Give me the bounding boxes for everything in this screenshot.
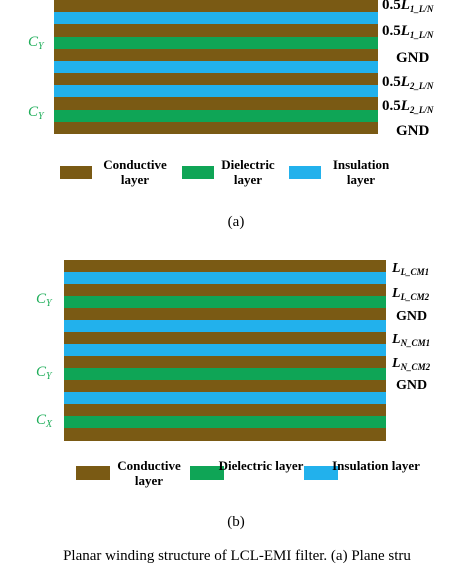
legend-swatch-conductive-b [76, 466, 110, 480]
stack-b-layer-insulation [64, 392, 386, 405]
legend-label-insulation-a: Insulation layer [332, 157, 390, 187]
right-label-a-4: 0.5L2_L/N [382, 74, 434, 91]
right-label-b-4: LN_CM1 [392, 332, 431, 348]
legend-swatch-insulation-b [304, 466, 338, 480]
legend-swatch-insulation-a [289, 166, 321, 179]
stack-a-layer-conductive [54, 121, 378, 135]
stack-a-layer-conductive [54, 24, 378, 38]
right-label-b-5: LN_CM2 [392, 356, 431, 372]
stack-b-layer-insulation [64, 320, 386, 333]
legend-label-conductive-a: Conductive layer [103, 157, 167, 187]
stack-b-layer-insulation [64, 272, 386, 285]
right-label-b-6: GND [396, 378, 428, 393]
layer-stack-b [64, 260, 386, 441]
stack-a-layer-dielectric [54, 109, 378, 123]
legend-label-dielectric-a: Dielectric layer [221, 157, 275, 187]
right-label-a-6: GND [396, 123, 430, 139]
side-label-cy-2-b: CY [36, 364, 52, 382]
stack-b-layer-conductive [64, 332, 386, 345]
caption-a: (a) [227, 214, 245, 230]
figure-caption: Planar winding structure of LCL-EMI filt… [63, 548, 411, 564]
stack-a-layer-dielectric [54, 36, 378, 50]
stack-b-layer-conductive [64, 260, 386, 273]
legend-swatch-dielectric-a [182, 166, 214, 179]
right-label-b-2: LL_CM2 [392, 286, 430, 302]
stack-b-layer-dielectric [64, 296, 386, 309]
stack-b-layer-conductive [64, 428, 386, 441]
stack-a-layer-conductive [54, 97, 378, 111]
right-label-b-1: LL_CM1 [392, 261, 430, 277]
stack-b-layer-conductive [64, 380, 386, 393]
stack-a-layer-insulation [54, 85, 378, 98]
stack-a-layer-insulation [54, 12, 378, 25]
stack-b-layer-insulation [64, 344, 386, 357]
side-label-cy-1-b: CY [36, 291, 52, 309]
stack-b-layer-conductive [64, 308, 386, 321]
side-label-cy-2-a: CY [28, 104, 44, 122]
stack-b-layer-dielectric [64, 416, 386, 429]
stack-a-layer-conductive [54, 73, 378, 86]
stack-b-layer-conductive [64, 356, 386, 369]
stack-b-layer-conductive [64, 284, 386, 297]
legend-label-insulation-b: Insulation layer [332, 458, 420, 473]
stack-b-layer-dielectric [64, 368, 386, 381]
stack-b-layer-conductive [64, 404, 386, 417]
side-label-cy-1-a: CY [28, 34, 44, 52]
legend-swatch-dielectric-b [190, 466, 224, 480]
right-label-a-2: 0.5L1_L/N [382, 23, 434, 40]
right-label-a-1: 0.5L1_L/N [382, 0, 434, 14]
right-label-a-5: 0.5L2_L/N [382, 98, 434, 115]
caption-b: (b) [227, 514, 245, 530]
right-label-a-3: GND [396, 50, 430, 66]
stack-a-layer-conductive [54, 0, 378, 13]
stack-a-layer-conductive [54, 48, 378, 62]
legend-label-dielectric-b: Dielectric layer [218, 458, 304, 473]
right-label-b-3: GND [396, 309, 428, 324]
legend-swatch-conductive-a [60, 166, 92, 179]
stack-a-layer-insulation [54, 60, 378, 74]
layer-stack-a [54, 0, 378, 135]
legend-label-conductive-b: Conductive layer [117, 458, 181, 488]
side-label-cx-b: CX [36, 412, 53, 430]
